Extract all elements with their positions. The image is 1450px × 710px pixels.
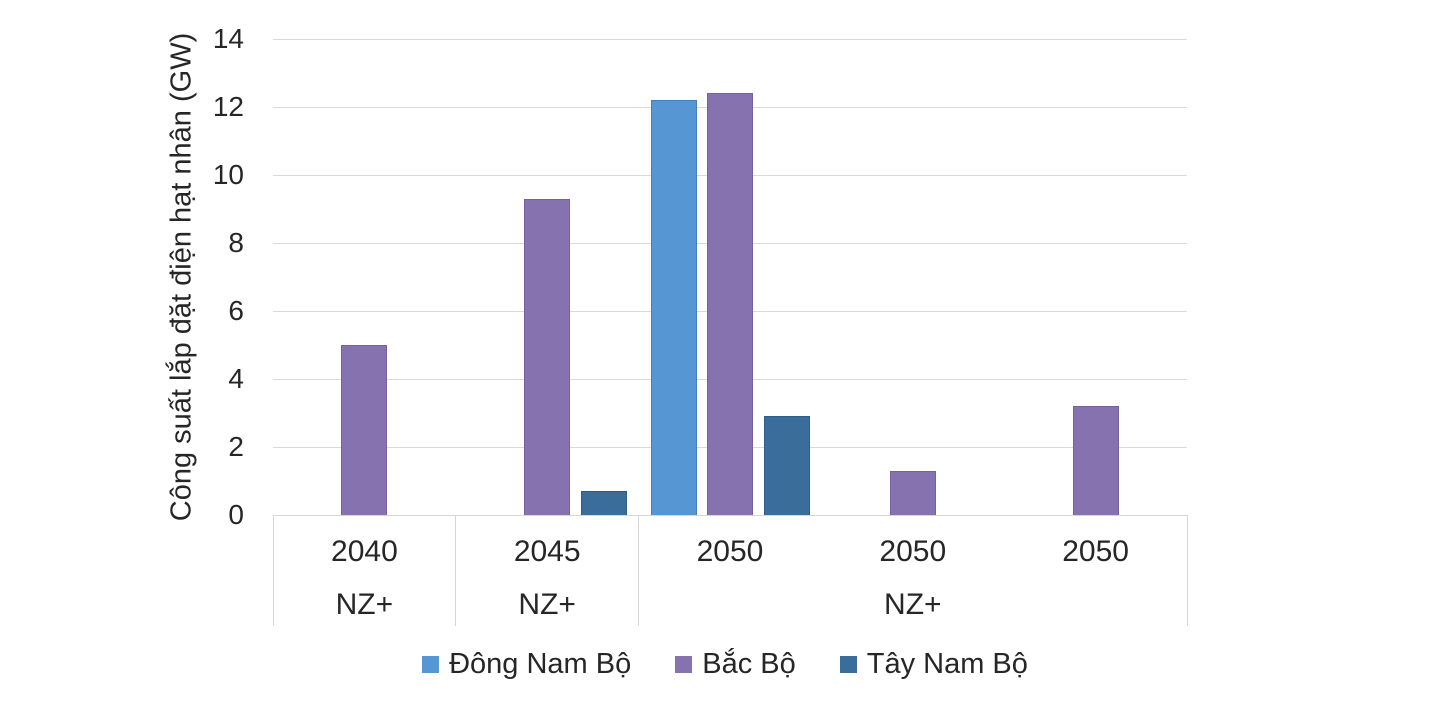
bar-Bắc Bộ-2050 [707,93,753,515]
category-year-label: 2045 [513,535,581,568]
category-scenario-label: NZ+ [335,588,394,621]
category-axis-divider [638,515,640,626]
bar-Tây Nam Bộ-2050 [763,416,810,515]
y-axis-tick-label: 4 [228,363,244,394]
category-axis-divider [455,515,457,626]
y-axis-tick-label: 6 [228,295,244,326]
legend-swatch-icon [422,655,440,673]
legend-item: Bắc Bộ [675,648,796,681]
y-axis-tick-label: 10 [212,159,244,190]
legend-item: Tây Nam Bộ [839,647,1028,681]
bar-Bắc Bộ-2050 [1072,406,1119,515]
y-axis-tick-label: 8 [228,227,244,258]
category-year-label: 2050 [879,535,947,568]
legend-swatch-icon [839,655,857,673]
category-year-label: 2040 [331,535,398,568]
y-axis-tick-label: 2 [228,431,244,462]
category-scenario-label: NZ+ [884,588,942,621]
legend-swatch-icon [675,655,693,673]
category-axis-divider [1186,515,1188,626]
category-year-label: 2050 [696,535,764,568]
gridline-14 [273,38,1187,40]
legend-label: Tây Nam Bộ [866,647,1028,680]
category-axis-top-border [273,515,1187,516]
legend-label: Bắc Bộ [702,647,796,680]
legend: Đông Nam Bộ Bắc Bộ Tây Nam Bộ [0,645,1450,683]
bar-Bắc Bộ-2045 [524,198,571,515]
y-axis-tick-label: 14 [212,23,244,54]
legend-label: Đông Nam Bộ [449,647,632,680]
category-scenario-label: NZ+ [518,588,576,621]
category-axis-divider [272,515,274,626]
bar-Đông Nam Bộ-2050 [650,100,697,515]
category-year-label: 2050 [1062,535,1129,568]
bar-Bắc Bộ-2050 [889,470,936,515]
y-axis-tick-label: 12 [212,91,244,122]
y-axis-tick-label: 0 [228,499,244,530]
bar-Bắc Bộ-2040 [341,345,388,515]
legend-item: Đông Nam Bộ [422,648,631,681]
bar-Tây Nam Bộ-2045 [580,491,627,515]
